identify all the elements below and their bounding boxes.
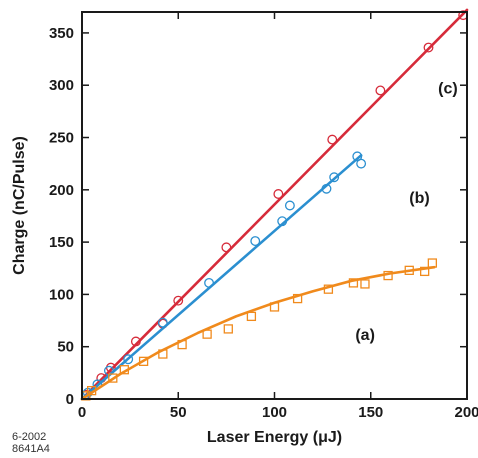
- data-point: [173, 295, 184, 306]
- data-point: [250, 236, 261, 247]
- data-point: [383, 270, 393, 281]
- series-label: (c): [438, 80, 458, 97]
- series-layer: (a) (b) (c): [80, 8, 469, 401]
- data-point: [269, 302, 280, 312]
- data-point: [419, 266, 430, 277]
- data-point: [86, 385, 97, 396]
- x-tick-label: 50: [170, 404, 187, 421]
- data-point: [292, 293, 303, 304]
- data-point: [356, 158, 367, 169]
- data-point: [404, 265, 414, 275]
- data-point: [323, 284, 334, 294]
- data-point: [277, 216, 288, 227]
- data-point: [221, 242, 232, 253]
- fit-line: [80, 153, 363, 401]
- data-point: [348, 278, 359, 288]
- y-tick-label: 300: [49, 77, 74, 94]
- y-tick-label: 350: [49, 25, 74, 42]
- data-point: [177, 339, 187, 350]
- y-tick-label: 100: [49, 286, 74, 303]
- x-tick-label: 200: [454, 404, 478, 421]
- data-point: [123, 354, 134, 365]
- data-point: [327, 134, 338, 145]
- y-tick-label: 0: [66, 391, 74, 408]
- data-point: [423, 42, 434, 53]
- data-point: [321, 183, 332, 194]
- data-point: [157, 317, 168, 328]
- y-axis-label: Charge (nC/Pulse): [11, 136, 28, 275]
- axis-layer: 0 50 100 150 200 0 50 100 150 200 250 300 350: [49, 12, 478, 421]
- data-point: [427, 258, 438, 268]
- data-point: [119, 365, 129, 375]
- series-2: (b): [80, 151, 430, 401]
- figure-id: 8641A4: [12, 443, 50, 455]
- y-tick-label: 50: [57, 339, 74, 356]
- y-tick-label: 150: [49, 234, 74, 251]
- data-point: [360, 279, 370, 289]
- fit-line: [80, 265, 436, 401]
- y-tick-label: 200: [49, 182, 74, 199]
- data-point: [284, 200, 295, 211]
- x-tick-label: 100: [262, 404, 287, 421]
- figure-code: 6-2002 8641A4: [12, 431, 50, 455]
- data-point: [273, 189, 284, 199]
- series-label: (b): [409, 190, 429, 207]
- data-point: [158, 349, 168, 359]
- x-tick-label: 150: [358, 404, 383, 421]
- data-point: [329, 172, 340, 183]
- data-point: [202, 329, 212, 339]
- series-3: (c): [80, 80, 458, 401]
- data-point: [204, 277, 215, 288]
- series-1: (a): [80, 8, 469, 401]
- x-tick-label: 0: [78, 404, 86, 421]
- x-axis-label: Laser Energy (μJ): [207, 429, 342, 446]
- data-point: [375, 85, 386, 96]
- data-point: [138, 356, 149, 366]
- figure-date: 6-2002: [12, 431, 47, 443]
- y-tick-label: 250: [49, 130, 74, 147]
- series-label: (a): [355, 327, 375, 344]
- fit-line: [80, 8, 469, 401]
- data-point: [246, 311, 257, 322]
- data-point: [130, 336, 141, 347]
- data-point: [108, 373, 118, 383]
- data-point: [223, 324, 233, 334]
